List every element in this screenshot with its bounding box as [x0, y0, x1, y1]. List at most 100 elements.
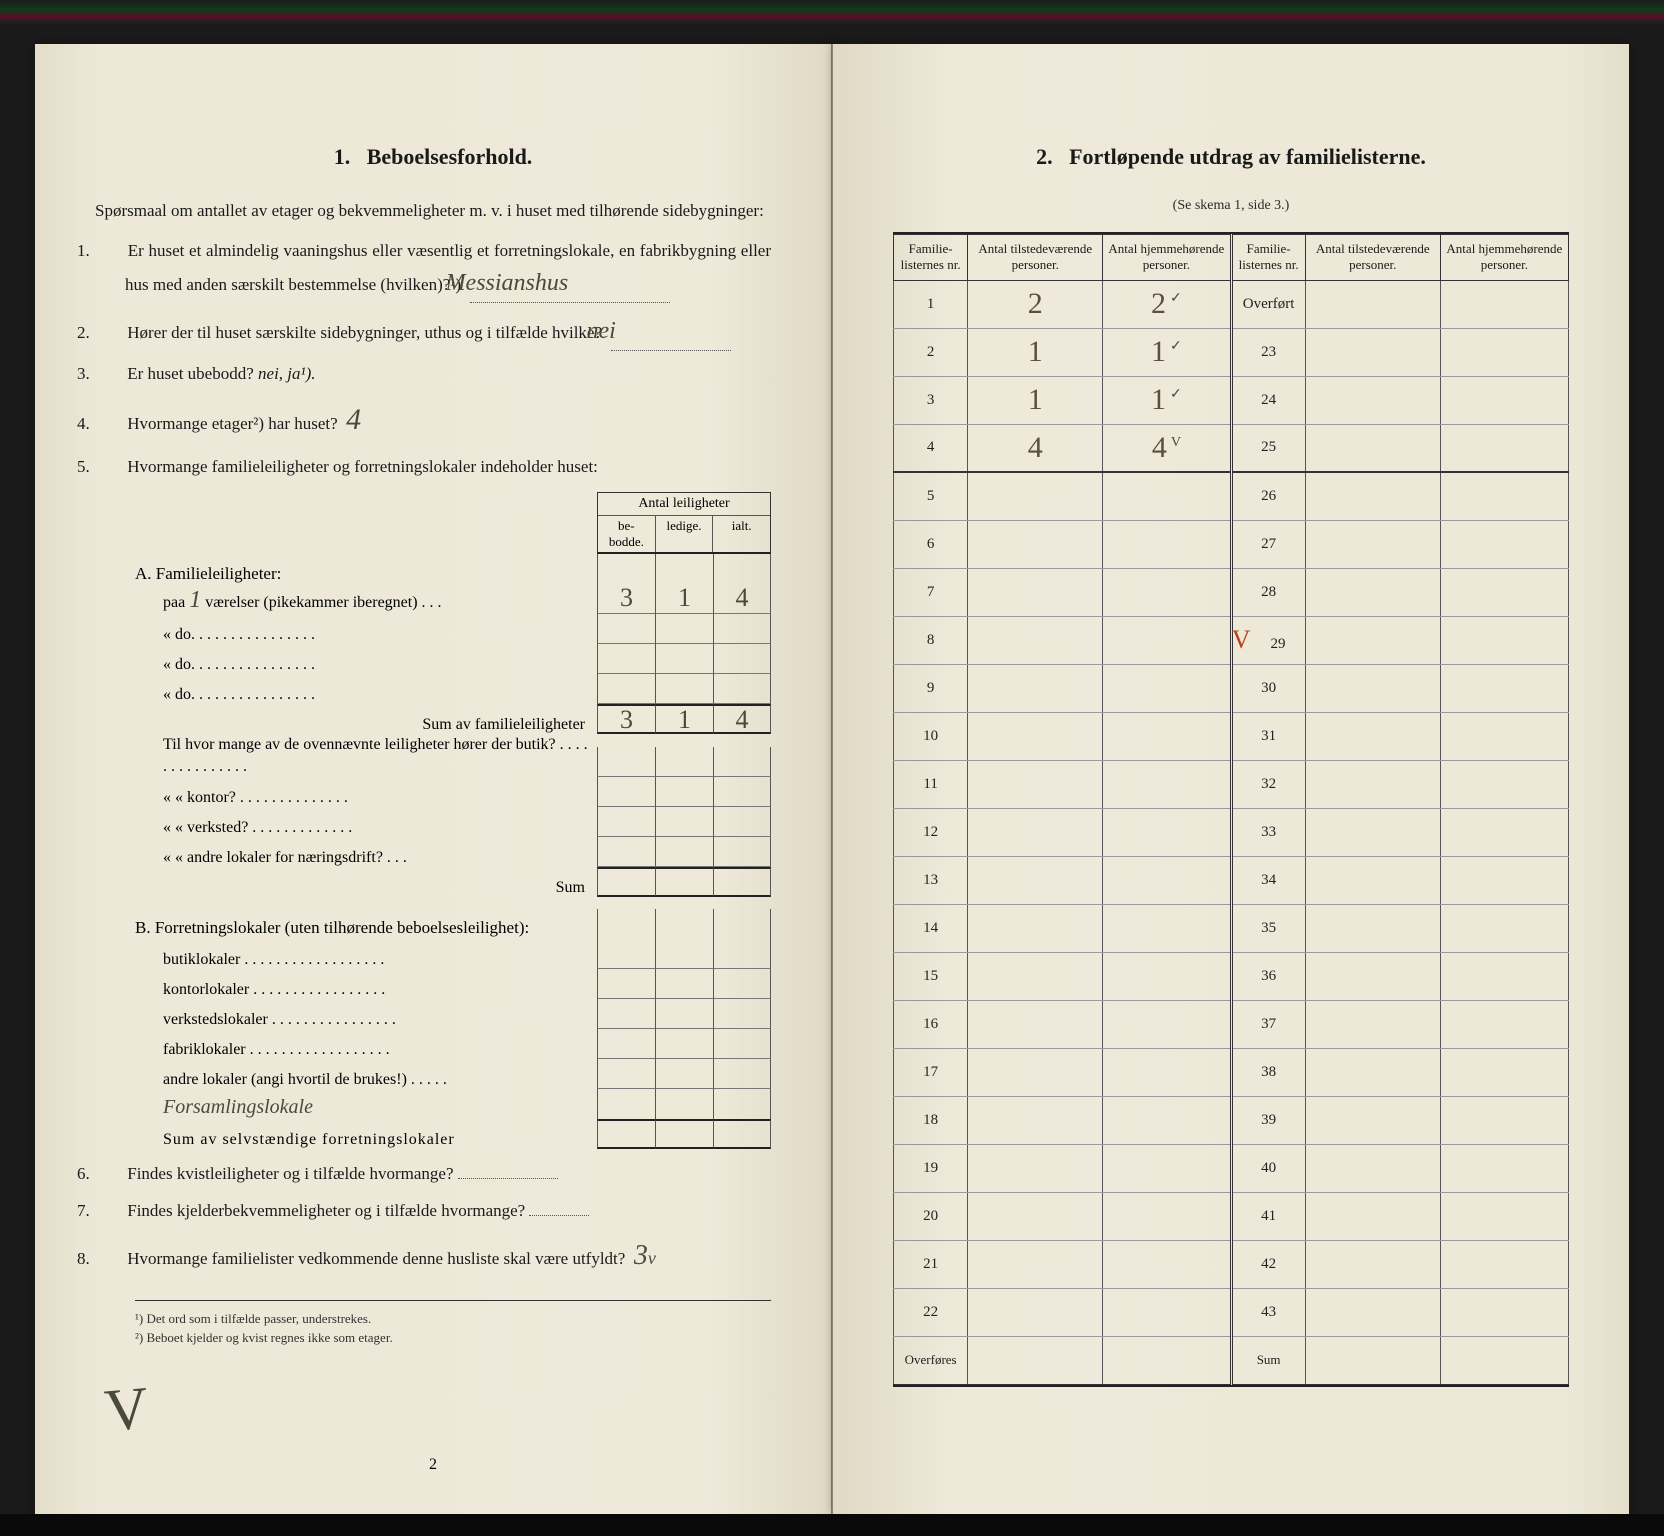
question-3: 3. Er huset ubebodd? nei, ja¹). [95, 361, 771, 387]
right-nr: 28 [1231, 568, 1305, 616]
a-row-do-2: « do. . . . . . . . . . . . . . . . [135, 644, 771, 674]
q2-num: 2. [101, 320, 123, 346]
left-present [968, 808, 1103, 856]
right-present [1305, 760, 1440, 808]
family-row-9: 9 30 [894, 664, 1569, 712]
left-nr: 3 [894, 376, 968, 424]
a-subsum-row: Sum [135, 867, 771, 897]
left-belong [1103, 472, 1231, 520]
q4-text: Hvormange etager²) har huset? [127, 414, 337, 433]
q1-num: 1. [101, 238, 123, 264]
right-belong [1440, 568, 1568, 616]
family-row-22: 22 43 [894, 1288, 1569, 1336]
left-nr: 15 [894, 952, 968, 1000]
right-present [1305, 712, 1440, 760]
right-belong [1440, 856, 1568, 904]
b-row-1: kontorlokaler . . . . . . . . . . . . . … [135, 969, 771, 999]
right-belong [1440, 952, 1568, 1000]
left-belong [1103, 1048, 1231, 1096]
left-belong [1103, 568, 1231, 616]
left-page: 1. Beboelsesforhold. Spørsmaal om antall… [35, 44, 832, 1514]
family-row-8: 8 V29 [894, 616, 1569, 664]
right-nr: V29 [1231, 616, 1305, 664]
q5-num: 5. [101, 454, 123, 480]
a-kontor-row: « « kontor? . . . . . . . . . . . . . . [135, 777, 771, 807]
left-present: 4 [968, 424, 1103, 472]
right-present [1305, 280, 1440, 328]
family-row-10: 10 31 [894, 712, 1569, 760]
right-nr: 24 [1231, 376, 1305, 424]
right-belong [1440, 616, 1568, 664]
left-nr: 14 [894, 904, 968, 952]
q7-text: Findes kjelderbekvemmeligheter og i tilf… [127, 1201, 525, 1220]
right-present [1305, 1096, 1440, 1144]
right-belong [1440, 1096, 1568, 1144]
right-nr: 35 [1231, 904, 1305, 952]
page-number-left: 2 [429, 1456, 437, 1474]
asum-bebodde: 3 [597, 704, 655, 734]
hdr-col5: Antal tilstedeværende personer. [1305, 235, 1440, 281]
q6-num: 6. [101, 1161, 123, 1187]
question-7: 7. Findes kjelderbekvemmeligheter og i t… [95, 1198, 771, 1224]
left-nr: 9 [894, 664, 968, 712]
right-present [1305, 664, 1440, 712]
left-present: 2 [968, 280, 1103, 328]
q5-text: Hvormange familieleiligheter og forretni… [127, 457, 598, 476]
left-belong [1103, 1288, 1231, 1336]
left-belong [1103, 520, 1231, 568]
apt-col-ialt: ialt. [713, 516, 770, 552]
a-row1-rest: værelser (pikekammer iberegnet) . . . [205, 594, 441, 611]
right-present [1305, 328, 1440, 376]
left-nr: 6 [894, 520, 968, 568]
b-sum-row: Sum av selvstændige forretningslokaler [135, 1119, 771, 1149]
left-nr: 11 [894, 760, 968, 808]
right-present [1305, 808, 1440, 856]
left-present [968, 1048, 1103, 1096]
a-row-do-3: « do. . . . . . . . . . . . . . . . [135, 674, 771, 704]
left-present [968, 616, 1103, 664]
left-present [968, 1240, 1103, 1288]
b-handwritten-row: Forsamlingslokale [135, 1089, 771, 1119]
family-row-4: 4 4 4V 25 [894, 424, 1569, 472]
title2-num: 2. [1036, 144, 1053, 169]
b-row-0: butiklokaler . . . . . . . . . . . . . .… [135, 939, 771, 969]
left-belong [1103, 1240, 1231, 1288]
a-sum-row: Sum av familieleiligheter 3 1 4 [135, 704, 771, 734]
q6-text: Findes kvistleiligheter og i tilfælde hv… [127, 1164, 453, 1183]
right-nr: 42 [1231, 1240, 1305, 1288]
a-butik-row: Til hvor mange av de ovennævnte leilighe… [135, 734, 771, 777]
hdr-col1: Familie- listernes nr. [894, 235, 968, 281]
left-nr: 5 [894, 472, 968, 520]
right-belong [1440, 376, 1568, 424]
sum-label: Sum [1231, 1336, 1305, 1384]
title-text: Beboelsesforhold. [367, 144, 533, 169]
section-2-subtitle: (Se skema 1, side 3.) [893, 198, 1569, 214]
right-belong [1440, 1192, 1568, 1240]
family-row-19: 19 40 [894, 1144, 1569, 1192]
q7-num: 7. [101, 1198, 123, 1224]
family-row-2: 2 1 1✓ 23 [894, 328, 1569, 376]
left-nr: 16 [894, 1000, 968, 1048]
b-title: B. Forretningslokaler (uten tilhørende b… [135, 917, 597, 940]
left-nr: 21 [894, 1240, 968, 1288]
a1-bebodde: 3 [597, 584, 655, 614]
left-nr: 20 [894, 1192, 968, 1240]
question-5: 5. Hvormange familieleiligheter og forre… [95, 454, 771, 480]
left-belong [1103, 664, 1231, 712]
right-present [1305, 472, 1440, 520]
left-belong [1103, 1000, 1231, 1048]
left-present [968, 1000, 1103, 1048]
family-row-13: 13 34 [894, 856, 1569, 904]
left-present [968, 1144, 1103, 1192]
left-belong [1103, 712, 1231, 760]
right-belong [1440, 664, 1568, 712]
question-6: 6. Findes kvistleiligheter og i tilfælde… [95, 1161, 771, 1187]
right-belong [1440, 280, 1568, 328]
q3-num: 3. [101, 361, 123, 387]
left-nr: 4 [894, 424, 968, 472]
left-present [968, 760, 1103, 808]
a-sum-label: Sum av familieleiligheter [135, 716, 597, 734]
section-1-title: 1. Beboelsesforhold. [95, 144, 771, 170]
a-row-do-1: « do. . . . . . . . . . . . . . . . [135, 614, 771, 644]
right-present [1305, 1192, 1440, 1240]
